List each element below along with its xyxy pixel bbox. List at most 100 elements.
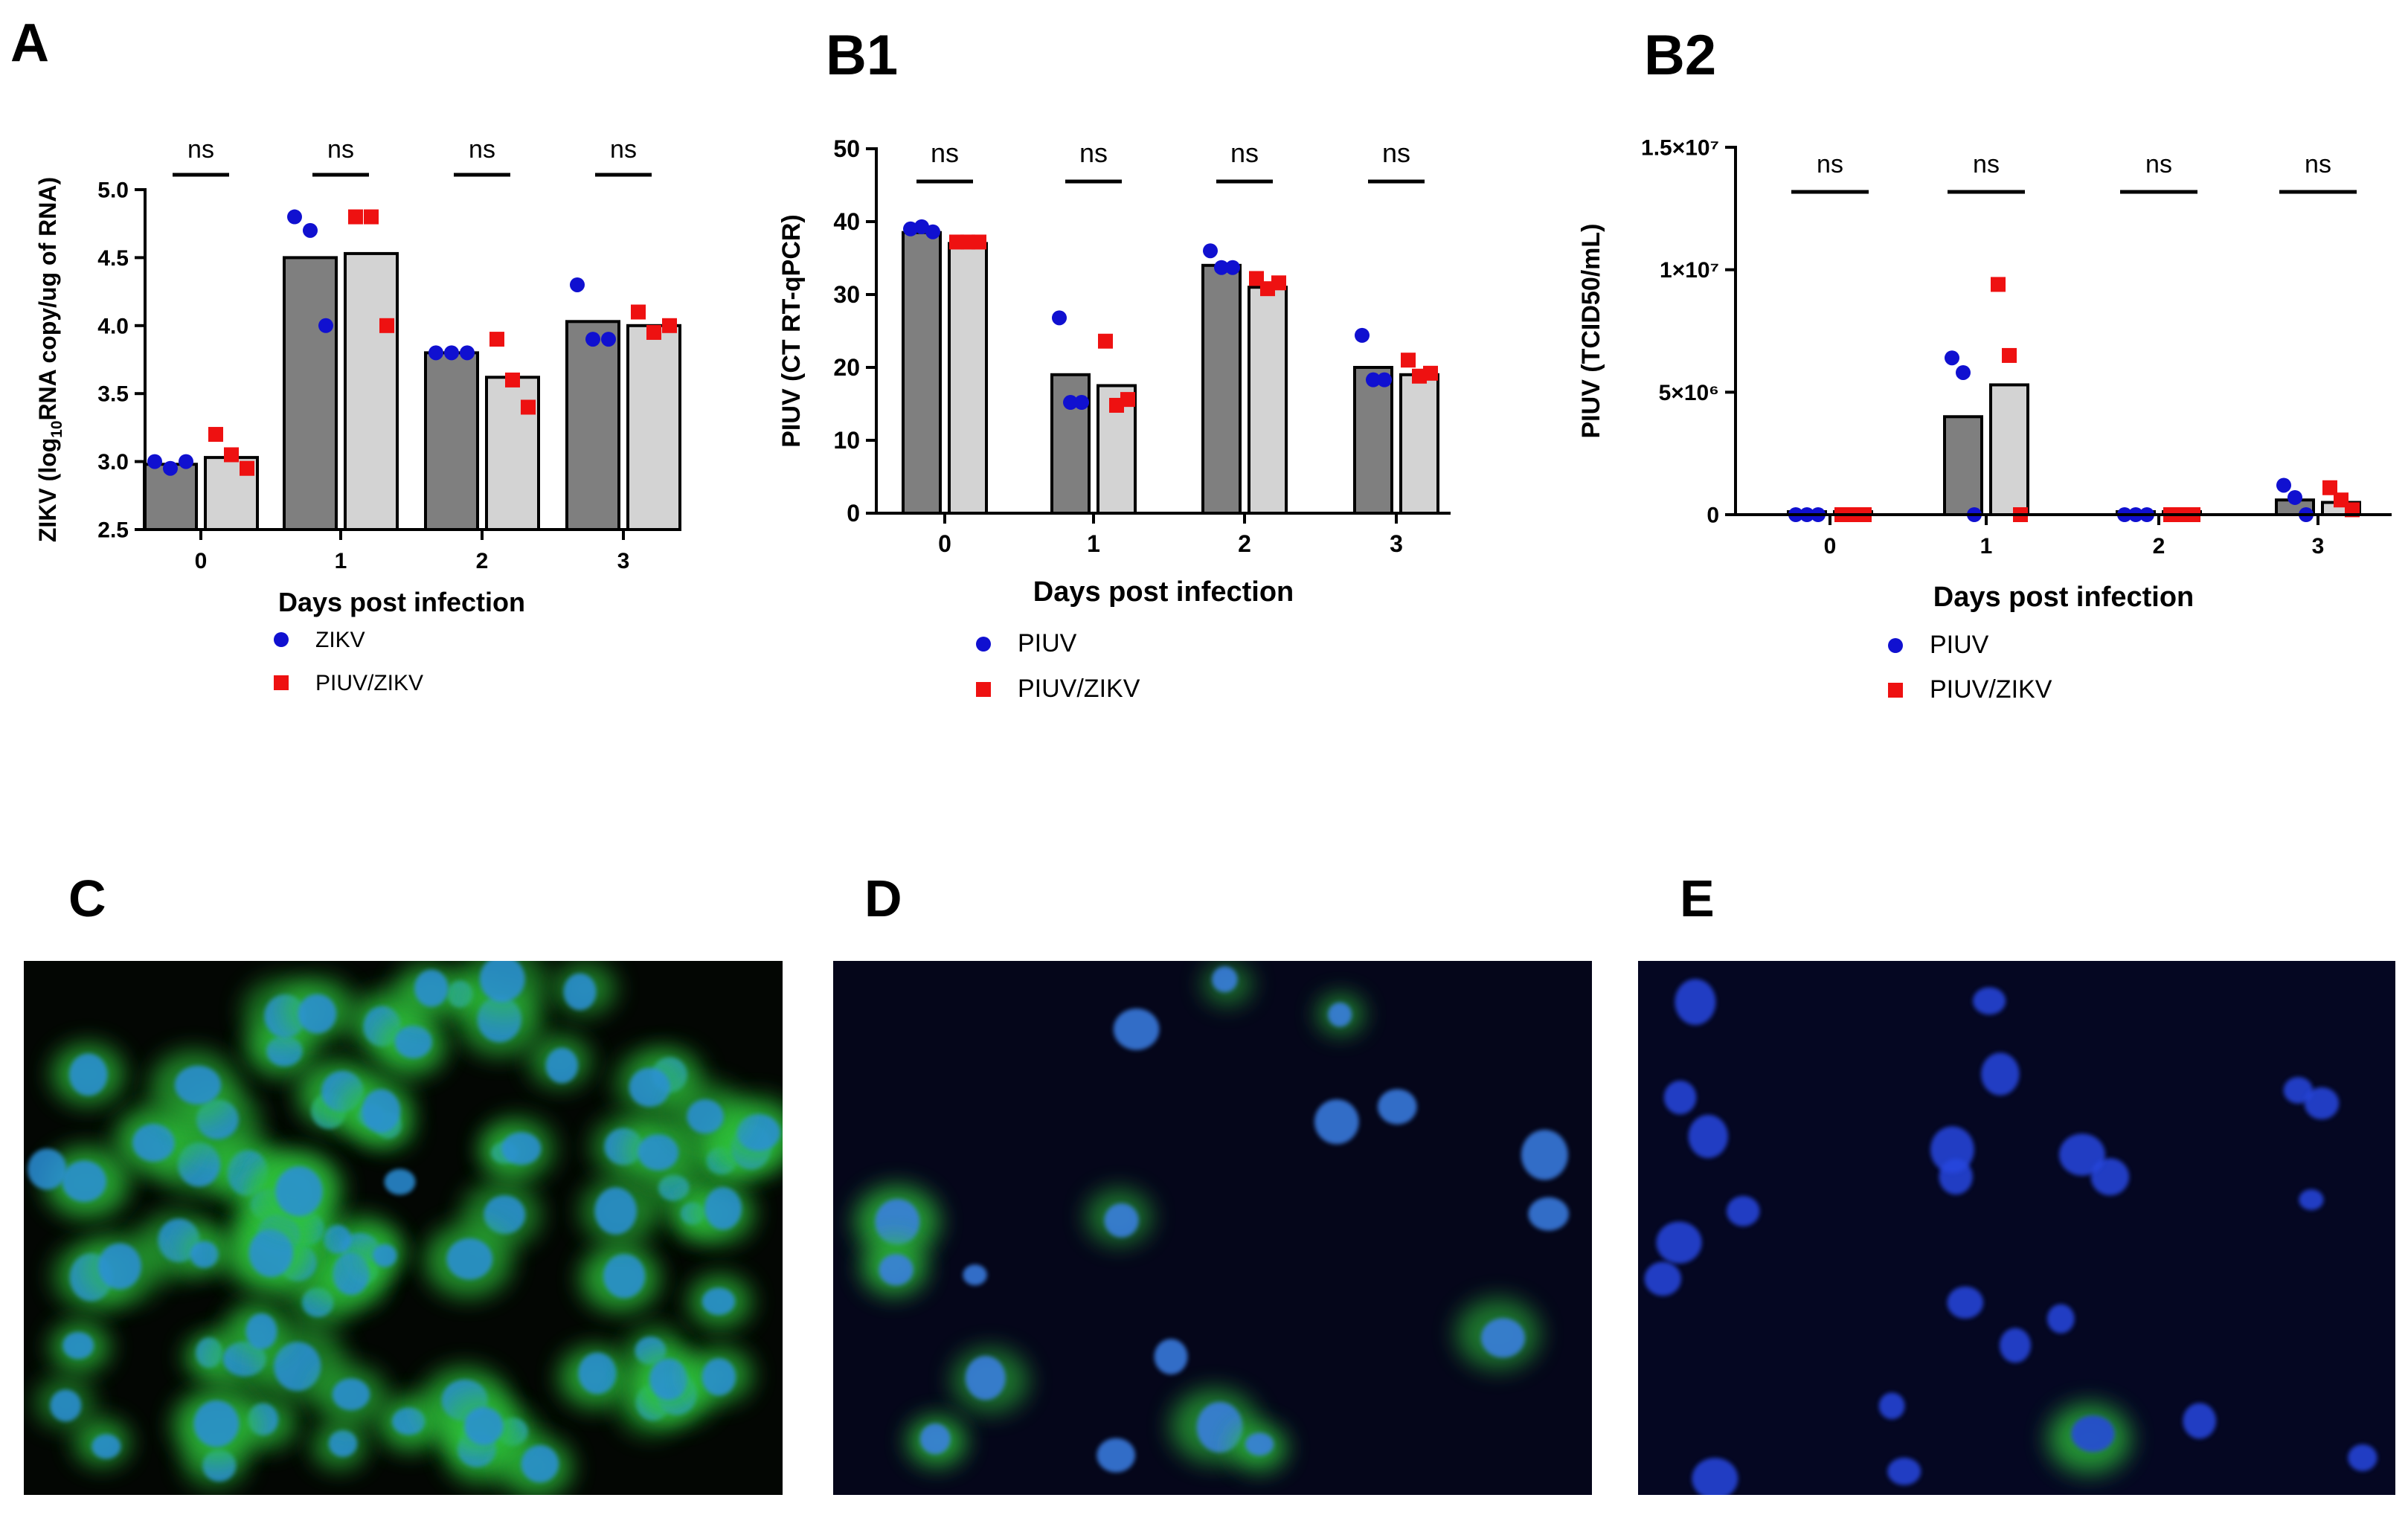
x-tick-label: 1 bbox=[1980, 534, 1993, 559]
y-tick-label: 10 bbox=[833, 427, 860, 454]
legend-marker bbox=[274, 632, 289, 647]
cell-nucleus bbox=[603, 1253, 646, 1299]
cell-nucleus bbox=[594, 1187, 638, 1235]
cell-nucleus bbox=[62, 1160, 106, 1203]
data-point bbox=[1063, 395, 1078, 411]
bar bbox=[1248, 286, 1288, 515]
legend-label: PIUV/ZIKV bbox=[1018, 675, 1140, 703]
significance-label: ns bbox=[1079, 138, 1108, 168]
y-tick-label: 3.0 bbox=[97, 450, 129, 475]
x-tick-label: 3 bbox=[617, 549, 630, 573]
cell-nucleus bbox=[446, 1238, 493, 1280]
legend-label: ZIKV bbox=[315, 628, 365, 652]
cell-nucleus bbox=[463, 1406, 504, 1445]
y-tick-label: 0 bbox=[1707, 504, 1719, 528]
cell-nucleus bbox=[50, 1389, 82, 1422]
cell-nucleus bbox=[2046, 1304, 2075, 1334]
cell-nucleus bbox=[1999, 1328, 2032, 1363]
cell-nucleus bbox=[384, 1168, 416, 1195]
data-point bbox=[903, 221, 918, 237]
data-point bbox=[1355, 327, 1370, 343]
x-tick-label: 1 bbox=[1087, 530, 1100, 557]
data-point bbox=[914, 219, 929, 234]
data-point bbox=[444, 345, 459, 361]
data-point bbox=[1956, 364, 1971, 380]
data-point bbox=[1401, 353, 1416, 368]
panel-letter-a: A bbox=[10, 13, 49, 73]
cell-nucleus bbox=[1726, 1195, 1760, 1226]
cell-nucleus bbox=[2283, 1077, 2314, 1104]
panel-letter-b2: B2 bbox=[1644, 24, 1716, 87]
cell-nucleus bbox=[1656, 1221, 1702, 1264]
y-tick-label: 4.0 bbox=[97, 314, 129, 338]
cell-nucleus bbox=[919, 1424, 951, 1455]
cell-nucleus bbox=[578, 1352, 617, 1395]
x-tick-label: 2 bbox=[476, 549, 489, 573]
cell-nucleus bbox=[1930, 1126, 1974, 1174]
chart-a: 2.5 3.0 3.5 4.0 4.5 5.0 0 1 2 3 ns ns ns ns Days post … bbox=[34, 135, 681, 695]
y-tick-label: 20 bbox=[833, 354, 860, 381]
bar bbox=[1399, 373, 1439, 515]
data-point bbox=[1271, 275, 1286, 291]
y-axis-label: PIUV (CT RT-qPCR) bbox=[777, 214, 806, 448]
cell-nucleus bbox=[97, 1243, 141, 1290]
chart-b1: 0 10 20 30 40 50 0 1 2 3 ns ns ns ns Days post infecti… bbox=[777, 135, 1451, 703]
x-tick-label: 0 bbox=[195, 549, 208, 573]
legend-label: PIUV bbox=[1930, 631, 1989, 659]
data-point bbox=[1052, 310, 1067, 326]
y-tick-label: 2.5 bbox=[97, 518, 129, 543]
data-point bbox=[179, 454, 193, 469]
data-point bbox=[1225, 260, 1240, 275]
cell-nucleus bbox=[1688, 1114, 1728, 1159]
data-point bbox=[1366, 372, 1381, 387]
data-point bbox=[1991, 277, 2006, 292]
significance-label: ns bbox=[931, 138, 959, 168]
cell-nucleus bbox=[362, 1089, 401, 1133]
cell-nucleus bbox=[875, 1199, 920, 1245]
micrograph-d bbox=[833, 961, 1592, 1495]
cell-nucleus bbox=[2348, 1444, 2378, 1472]
cell-nucleus bbox=[1196, 1401, 1243, 1453]
data-point bbox=[505, 372, 520, 387]
cell-nucleus bbox=[28, 1148, 67, 1190]
cell-nucleus bbox=[2058, 1133, 2105, 1176]
data-point bbox=[224, 447, 239, 463]
cell-nucleus bbox=[701, 1358, 736, 1396]
data-point bbox=[147, 454, 162, 469]
cell-nucleus bbox=[2304, 1087, 2340, 1120]
bar bbox=[626, 324, 681, 531]
cell-nucleus bbox=[484, 1195, 526, 1235]
cell-nucleus bbox=[965, 1356, 1006, 1400]
legend-marker bbox=[1888, 683, 1903, 698]
data-point bbox=[489, 332, 504, 347]
y-axis-label: ZIKV (log10RNA copy/ug of RNA) bbox=[34, 177, 65, 542]
data-point bbox=[972, 234, 986, 250]
bar bbox=[283, 256, 338, 531]
data-point bbox=[1120, 392, 1135, 408]
x-tick-label: 3 bbox=[1390, 530, 1403, 557]
cell-nucleus bbox=[1663, 1080, 1697, 1115]
y-tick-label: 30 bbox=[833, 281, 860, 308]
panel-letter-b1: B1 bbox=[826, 24, 898, 87]
cell-nucleus bbox=[2071, 1415, 2115, 1453]
cell-nucleus bbox=[1245, 1432, 1274, 1456]
data-point bbox=[1098, 333, 1113, 349]
data-point bbox=[521, 399, 536, 415]
data-point bbox=[1423, 365, 1438, 381]
bar bbox=[948, 242, 988, 515]
x-tick-label: 0 bbox=[938, 530, 951, 557]
bar bbox=[344, 251, 399, 531]
cell-nucleus bbox=[1887, 1457, 1921, 1485]
cell-nucleus bbox=[414, 969, 449, 1007]
data-point bbox=[662, 318, 677, 333]
cell-nucleus bbox=[328, 1429, 358, 1457]
bar bbox=[565, 320, 620, 531]
cell-nucleus bbox=[1521, 1129, 1568, 1180]
significance-label: ns bbox=[469, 135, 495, 164]
x-axis-label: Days post infection bbox=[1933, 582, 2195, 613]
panel-letter-c: C bbox=[68, 869, 106, 927]
cell-nucleus bbox=[545, 1047, 579, 1084]
legend-label: PIUV/ZIKV bbox=[1930, 675, 2052, 704]
cell-nucleus bbox=[391, 1407, 426, 1435]
y-tick-label: 40 bbox=[833, 208, 860, 235]
